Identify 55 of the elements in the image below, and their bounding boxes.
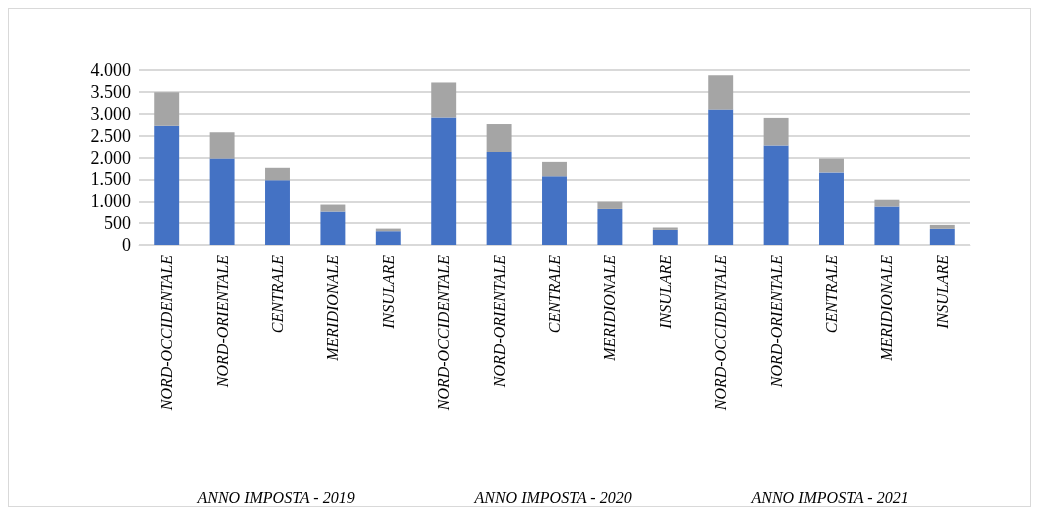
x-tick-label: CENTRALE bbox=[546, 254, 563, 334]
x-tick-label: NORD-ORIENTALE bbox=[767, 254, 785, 389]
bar bbox=[652, 229, 678, 245]
bar bbox=[874, 206, 900, 245]
y-tick-label: 1.000 bbox=[90, 191, 131, 212]
x-tick-label: MERIDIONALE bbox=[878, 254, 896, 362]
bar bbox=[542, 161, 567, 177]
y-tick-label: 3.000 bbox=[90, 103, 131, 124]
bar bbox=[209, 132, 235, 159]
y-tick-label: 2.000 bbox=[90, 147, 131, 168]
bar bbox=[320, 211, 346, 245]
x-tick-label: CENTRALE bbox=[269, 254, 286, 334]
text: ANNO IMPOSTA - 2019 bbox=[196, 488, 355, 506]
text: ANNO IMPOSTA - 2021 bbox=[750, 488, 909, 506]
y-tick-label: 500 bbox=[104, 213, 131, 234]
bar bbox=[486, 152, 512, 245]
bar bbox=[929, 224, 955, 229]
x-tick-label: CENTRALE bbox=[823, 254, 840, 334]
bar bbox=[708, 109, 734, 245]
bar bbox=[375, 231, 401, 245]
bar bbox=[431, 82, 457, 118]
x-tick-label: INSULARE bbox=[379, 254, 397, 330]
bar bbox=[154, 92, 180, 126]
bar bbox=[265, 180, 290, 245]
bar bbox=[154, 125, 180, 245]
x-tick-label: NORD-OCCIDENTALE bbox=[435, 254, 453, 412]
x-tick-label: NORD-OCCIDENTALE bbox=[158, 254, 176, 412]
bar bbox=[597, 201, 623, 209]
bar bbox=[486, 124, 512, 153]
y-tick-label: 2.500 bbox=[90, 125, 131, 146]
x-tick-label: INSULARE bbox=[656, 254, 674, 330]
bar bbox=[874, 199, 900, 207]
bar bbox=[209, 158, 235, 245]
x-tick-label: NORD-ORIENTALE bbox=[490, 254, 508, 389]
bar bbox=[265, 167, 290, 181]
y-tick-label: 4.000 bbox=[90, 60, 131, 80]
y-tick-label: 0 bbox=[122, 235, 131, 255]
bar bbox=[929, 228, 955, 245]
bar bbox=[819, 172, 844, 245]
x-tick-label: MERIDIONALE bbox=[601, 254, 619, 362]
x-tick-label: NORD-OCCIDENTALE bbox=[712, 254, 730, 412]
x-tick-label: MERIDIONALE bbox=[324, 254, 342, 362]
bar bbox=[763, 117, 789, 146]
bar bbox=[763, 145, 789, 245]
text: ANNO IMPOSTA - 2020 bbox=[473, 488, 632, 506]
x-tick-label: NORD-ORIENTALE bbox=[213, 254, 231, 389]
x-tick-label: INSULARE bbox=[933, 254, 951, 330]
bar bbox=[597, 208, 623, 245]
y-tick-label: 1.500 bbox=[90, 169, 131, 190]
bar bbox=[431, 117, 457, 245]
bar bbox=[708, 75, 734, 110]
bar bbox=[819, 158, 844, 173]
y-tick-label: 3.500 bbox=[90, 81, 131, 102]
bar bbox=[320, 204, 346, 212]
bar bbox=[542, 176, 567, 245]
